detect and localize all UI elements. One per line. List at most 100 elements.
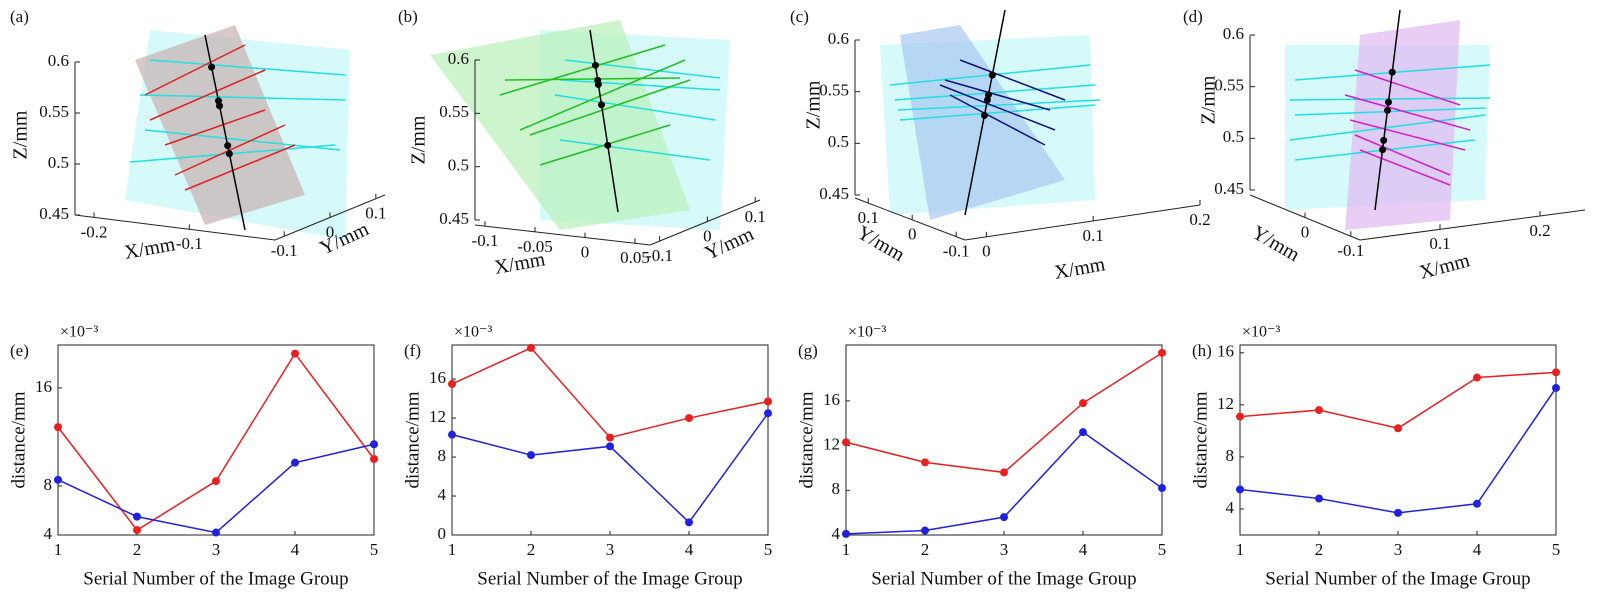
x-tick-label: 5 (764, 540, 773, 559)
fit-line (519, 59, 686, 131)
z-tick-label: 0.45 (1214, 179, 1244, 198)
data-point (133, 512, 141, 521)
multiplier: ×10⁻³ (454, 324, 492, 341)
y-axis-label: distance/mm (402, 391, 423, 488)
x-tick-label: 0.1 (1429, 234, 1450, 253)
panel-label: (e) (10, 341, 29, 360)
fit-line (894, 84, 1096, 101)
x-axis (964, 204, 1201, 241)
y-tick-label: 0 (908, 225, 917, 244)
y-axis (854, 197, 966, 241)
x-tick-label: 1 (54, 540, 63, 559)
z-axis-label: Z/mm (408, 115, 430, 164)
data-point (448, 430, 456, 439)
y-tick-label: 12 (823, 434, 840, 453)
series-line (1239, 371, 1557, 430)
x-axis-label: X/mm (1417, 249, 1472, 284)
point (604, 141, 612, 149)
y-tick-label: 4 (44, 524, 53, 543)
y-axis-label: Y/mm (853, 221, 909, 266)
data-point (527, 343, 535, 352)
data-point (1000, 513, 1008, 522)
fit-line (897, 99, 1101, 111)
panel-label: (c) (790, 7, 809, 26)
data-point (1552, 383, 1560, 392)
fit-line (1354, 134, 1451, 176)
point (1380, 136, 1388, 144)
point (224, 142, 232, 150)
x-tick-label: 3 (1000, 540, 1009, 559)
x-tick-label: 4 (685, 540, 694, 559)
fit-line (1344, 94, 1471, 131)
data-point (54, 475, 62, 484)
data-point (212, 477, 220, 486)
x-tick-label: 3 (606, 540, 615, 559)
plot-box (845, 344, 1163, 536)
x-tick-label: 1 (842, 540, 851, 559)
data-point (1394, 424, 1402, 433)
point (1383, 106, 1391, 114)
y-axis-label: distance/mm (796, 391, 817, 488)
data-point (212, 528, 220, 537)
point (988, 71, 996, 79)
panel-label: (h) (1192, 341, 1212, 360)
data-point (1473, 373, 1481, 382)
z-tick-label: 0.5 (828, 132, 849, 151)
y-tick-label: 8 (44, 475, 53, 494)
x-tick-label: 4 (291, 540, 300, 559)
data-point (527, 451, 535, 460)
z-tick-label: 0.55 (439, 102, 469, 121)
x-axis-label: Serial Number of the Image Group (1265, 568, 1530, 589)
y-axis-label: Y/mm (1248, 221, 1304, 266)
data-point (1079, 428, 1087, 437)
y-tick-label: 8 (832, 479, 841, 498)
data-point (448, 379, 456, 388)
fit-line (559, 79, 721, 91)
series-line (451, 347, 769, 439)
fit-line (139, 94, 346, 101)
fit-line (1359, 149, 1451, 186)
y-tick-label: -0.1 (943, 242, 970, 261)
data-point (606, 442, 614, 451)
panel-label: (g) (798, 341, 818, 360)
data-point (1158, 484, 1166, 493)
point (980, 111, 988, 119)
fit-line (554, 94, 716, 121)
x-tick-label: 1 (448, 540, 457, 559)
y-tick-label: 4 (832, 524, 841, 543)
y-tick-label: 12 (1217, 394, 1234, 413)
y-tick-label: 8 (438, 446, 447, 465)
x-tick-label: 4 (1473, 540, 1482, 559)
y-tick-label: 16 (35, 377, 52, 396)
fit-line (1289, 114, 1486, 141)
data-point (291, 349, 299, 358)
axis-line (589, 29, 619, 213)
series-line (1239, 387, 1557, 514)
multiplier: ×10⁻³ (848, 324, 886, 341)
x-axis (74, 214, 276, 241)
z-axis-label: Z/mm (1198, 75, 1220, 124)
data-point (606, 433, 614, 442)
point (216, 102, 224, 110)
fit-line (164, 109, 266, 146)
x-tick-label: 4 (1079, 540, 1088, 559)
z-tick-label: 0.55 (1214, 76, 1244, 95)
z-tick-label: 0.5 (48, 153, 69, 172)
y-tick-label: 0 (326, 222, 335, 241)
y-tick-label: 0 (438, 524, 447, 543)
data-point (1315, 406, 1323, 415)
data-point (1236, 485, 1244, 494)
point (598, 101, 606, 109)
y-axis (649, 199, 761, 246)
z-tick-label: 0.55 (819, 81, 849, 100)
x-tick-label: -0.2 (81, 222, 108, 241)
x-tick-label: -0.1 (472, 231, 499, 250)
x-axis-label: Serial Number of the Image Group (477, 568, 742, 589)
data-point (370, 440, 378, 449)
x-tick-label: 0.1 (1083, 226, 1104, 245)
fit-line (559, 139, 711, 161)
fit-line (504, 77, 681, 81)
fit-line (1289, 97, 1491, 101)
data-point (1552, 368, 1560, 377)
data-point (291, 458, 299, 467)
